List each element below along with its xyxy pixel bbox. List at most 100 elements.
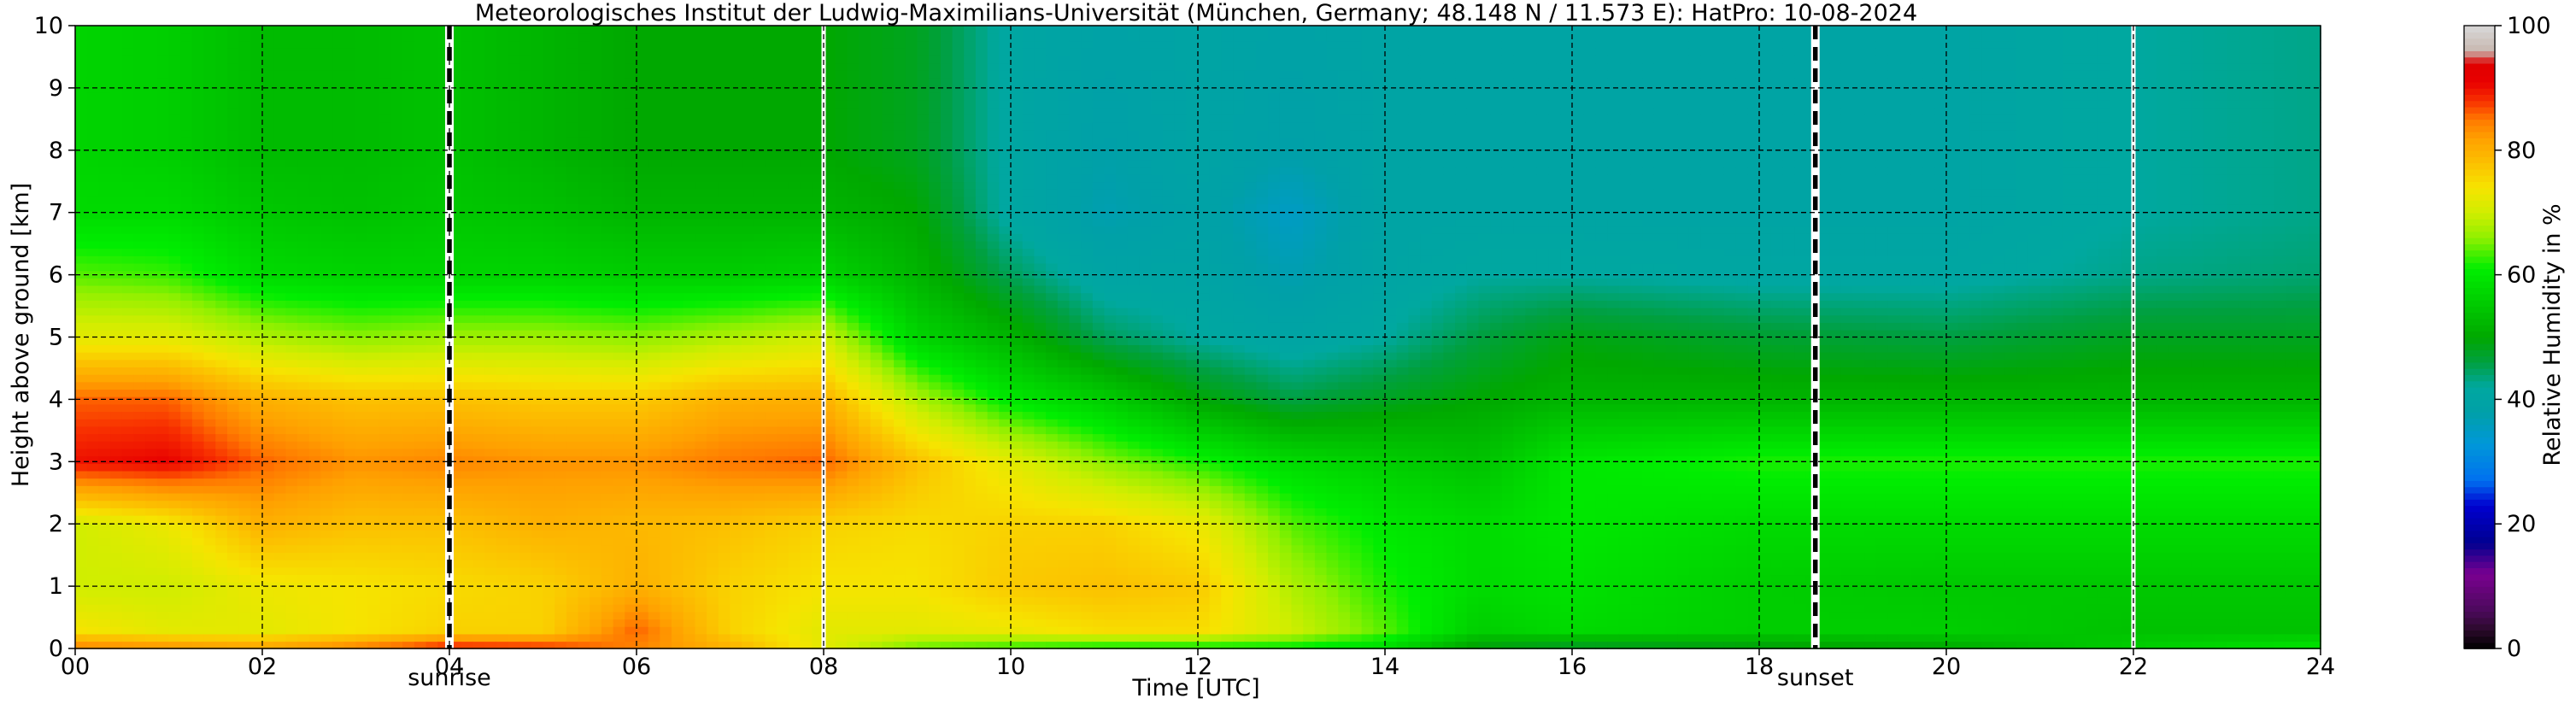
heatmap-cell: [555, 85, 567, 93]
heatmap-cell: [578, 351, 591, 361]
heatmap-cell: [121, 537, 135, 546]
heatmap-cell: [519, 633, 532, 642]
heatmap-cell: [742, 292, 754, 301]
heatmap-cell: [332, 389, 345, 397]
heatmap-cell: [437, 151, 450, 161]
heatmap-cell: [613, 114, 626, 123]
heatmap-cell: [695, 596, 707, 605]
heatmap-cell: [75, 181, 88, 190]
heatmap-cell: [203, 603, 217, 613]
heatmap-cell: [672, 240, 684, 249]
heatmap-cell: [660, 144, 672, 153]
heatmap-cell: [285, 611, 298, 620]
heatmap-cell: [753, 92, 766, 101]
heatmap-cell: [168, 403, 181, 413]
heatmap-cell: [601, 107, 614, 115]
heatmap-cell: [718, 40, 731, 49]
heatmap-cell: [753, 337, 766, 345]
heatmap-cell: [390, 32, 404, 42]
heatmap-cell: [145, 285, 158, 294]
heatmap-cell: [508, 255, 520, 264]
heatmap-cell: [180, 619, 193, 627]
heatmap-cell: [472, 611, 485, 620]
heatmap-cell: [378, 107, 392, 115]
heatmap-cell: [355, 210, 368, 220]
heatmap-cell: [601, 641, 614, 649]
heatmap-cell: [683, 574, 696, 583]
heatmap-cell: [590, 619, 602, 627]
heatmap-cell: [601, 292, 614, 301]
heatmap-cell: [566, 314, 579, 323]
heatmap-cell: [121, 351, 135, 361]
heatmap-cell: [250, 403, 263, 413]
heatmap-cell: [742, 396, 754, 405]
heatmap-cell: [508, 203, 520, 212]
heatmap-cell: [320, 292, 333, 301]
heatmap-cell: [156, 344, 170, 353]
heatmap-cell: [75, 396, 88, 405]
heatmap-cell: [191, 441, 205, 449]
heatmap-cell: [449, 633, 462, 642]
heatmap-cell: [390, 559, 404, 568]
heatmap-cell: [637, 418, 649, 427]
heatmap-cell: [601, 463, 614, 472]
heatmap-cell: [508, 514, 520, 524]
heatmap-cell: [425, 92, 439, 101]
heatmap-cell: [590, 129, 602, 138]
heatmap-cell: [402, 26, 415, 34]
heatmap-cell: [683, 396, 696, 405]
heatmap-cell: [519, 381, 532, 390]
heatmap-cell: [168, 255, 181, 264]
heatmap-cell: [707, 359, 719, 368]
heatmap-cell: [543, 181, 555, 190]
heatmap-cell: [332, 307, 345, 316]
heatmap-cell: [648, 85, 661, 93]
heatmap-cell: [226, 70, 240, 79]
heatmap-cell: [390, 151, 404, 161]
heatmap-cell: [449, 26, 462, 34]
heatmap-cell: [203, 552, 217, 560]
heatmap-cell: [308, 85, 322, 93]
heatmap-cell: [191, 514, 205, 524]
heatmap-cell: [660, 278, 672, 286]
heatmap-cell: [98, 48, 111, 56]
heatmap-cell: [707, 500, 719, 508]
heatmap-cell: [215, 500, 228, 508]
heatmap-cell: [625, 144, 637, 153]
heatmap-cell: [133, 307, 146, 316]
heatmap-cell: [695, 433, 707, 442]
heatmap-cell: [531, 603, 544, 613]
heatmap-cell: [297, 107, 310, 115]
heatmap-cell: [543, 262, 555, 272]
heatmap-cell: [461, 381, 474, 390]
heatmap-cell: [180, 574, 193, 583]
heatmap-cell: [449, 226, 462, 234]
heatmap-cell: [133, 248, 146, 256]
heatmap-cell: [86, 359, 100, 368]
heatmap-cell: [355, 603, 368, 613]
heatmap-cell: [378, 470, 392, 479]
heatmap-cell: [566, 589, 579, 598]
heatmap-cell: [508, 522, 520, 531]
heatmap-cell: [566, 300, 579, 308]
heatmap-cell: [121, 181, 135, 190]
heatmap-cell: [191, 255, 205, 264]
heatmap-cell: [402, 411, 415, 419]
heatmap-cell: [320, 218, 333, 227]
heatmap-cell: [343, 26, 357, 34]
heatmap-cell: [308, 418, 322, 427]
heatmap-cell: [285, 26, 298, 34]
heatmap-cell: [508, 478, 520, 486]
heatmap-cell: [683, 625, 696, 635]
heatmap-cell: [566, 625, 579, 635]
heatmap-cell: [472, 544, 485, 553]
heatmap-cell: [110, 418, 123, 427]
heatmap-cell: [332, 441, 345, 449]
heatmap-cell: [660, 619, 672, 627]
heatmap-cell: [378, 26, 392, 34]
heatmap-cell: [637, 62, 649, 71]
heatmap-cell: [156, 166, 170, 175]
heatmap-cell: [449, 292, 462, 301]
heatmap-cell: [332, 367, 345, 375]
heatmap-cell: [555, 492, 567, 502]
